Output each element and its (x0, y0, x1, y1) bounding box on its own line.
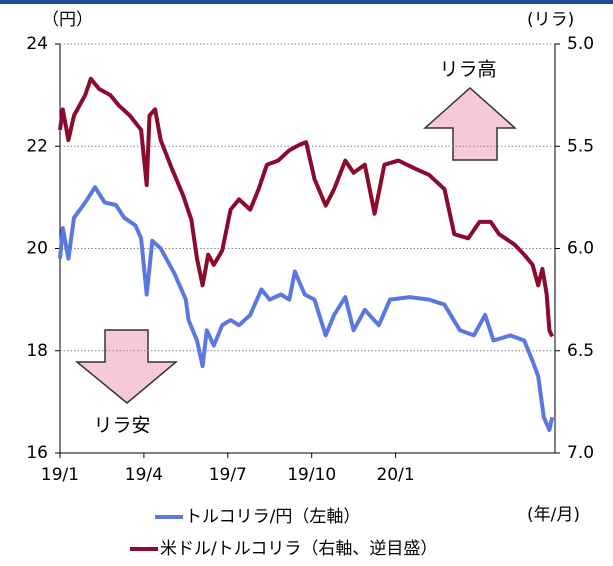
y-tick-label: 20 (26, 239, 48, 259)
y2-tick-label: 7.0 (567, 443, 594, 463)
y-tick-label: 22 (26, 136, 48, 156)
left-unit: （円） (42, 10, 93, 30)
header-bar (0, 0, 613, 4)
series-line (58, 76, 555, 338)
x-tick-label: 20/1 (376, 465, 414, 485)
x-unit: (年/月) (527, 505, 580, 525)
y2-tick-label: 5.5 (567, 136, 594, 156)
series-line (58, 185, 555, 432)
y2-tick-label: 6.5 (567, 341, 594, 361)
x-tick-label: 19/10 (287, 465, 336, 485)
y-tick-label: 18 (26, 341, 48, 361)
y2-tick-label: 5.0 (567, 34, 594, 54)
x-tick-label: 19/1 (41, 465, 79, 485)
legend-label: トルコリラ/円（左軸） (185, 507, 360, 527)
x-tick-label: 19/7 (209, 465, 247, 485)
x-tick-label: 19/4 (125, 465, 163, 485)
y-tick-label: 24 (26, 34, 48, 54)
legend-label: 米ドル/トルコリラ（右軸、逆目盛） (160, 539, 437, 559)
annotation: リラ高 (439, 59, 496, 81)
up-arrow (423, 86, 517, 161)
y-tick-label: 16 (26, 443, 48, 463)
y2-tick-label: 6.0 (567, 239, 594, 259)
right-unit: (リラ) (527, 10, 574, 30)
annotation: リラ安 (93, 415, 150, 437)
down-arrow (74, 329, 179, 404)
